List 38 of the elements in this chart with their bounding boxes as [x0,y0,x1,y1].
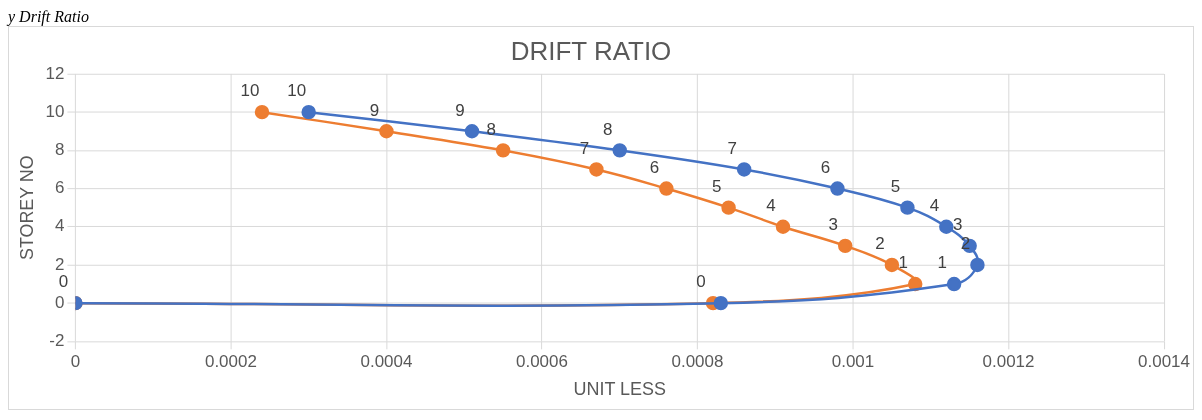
x-tick-label: 0.0014 [1138,352,1190,372]
y-tick-label: 12 [45,63,65,83]
x-tick-label: 0.0006 [516,352,568,372]
data-label: 3 [952,215,963,235]
data-label: 3 [828,215,838,235]
data-label: 5 [890,176,901,196]
data-label: 5 [711,176,722,196]
data-label: 6 [820,157,831,177]
x-axis-title: UNIT LESS [573,379,666,400]
data-label: 9 [455,100,465,120]
y-tick-label: 2 [54,254,65,274]
data-label: 2 [875,234,885,254]
data-label: 0 [696,272,706,292]
x-tick-label: 0.0012 [982,352,1035,372]
y-tick-label: 6 [54,178,65,198]
data-label: 9 [369,100,380,120]
data-label: 1 [937,253,947,273]
data-label: 1 [898,253,908,273]
data-label: 10 [287,81,307,101]
chart-title: DRIFT RATIO [510,36,672,65]
y-axis-title: STOREY NO [16,155,37,261]
x-tick-label: 0.0008 [671,352,724,372]
data-label: 10 [240,81,260,101]
y-tick-label: 0 [54,292,65,312]
x-tick-label: 0 [70,352,81,372]
x-tick-label: 0.0004 [360,352,413,372]
y-tick-label: -2 [49,331,65,351]
x-tick-label: 0.0002 [204,352,257,372]
data-label: 4 [766,196,776,216]
y-tick-label: 10 [45,101,65,121]
data-label: 7 [727,138,737,158]
y-tick-label: 8 [54,140,65,160]
text: y Drift Ratio [8,8,90,26]
data-label: 4 [929,196,940,216]
data-label: 6 [649,157,660,177]
x-tick-label: 0.001 [831,352,875,372]
y-tick-label: 4 [54,216,65,236]
data-label: 8 [603,119,613,139]
